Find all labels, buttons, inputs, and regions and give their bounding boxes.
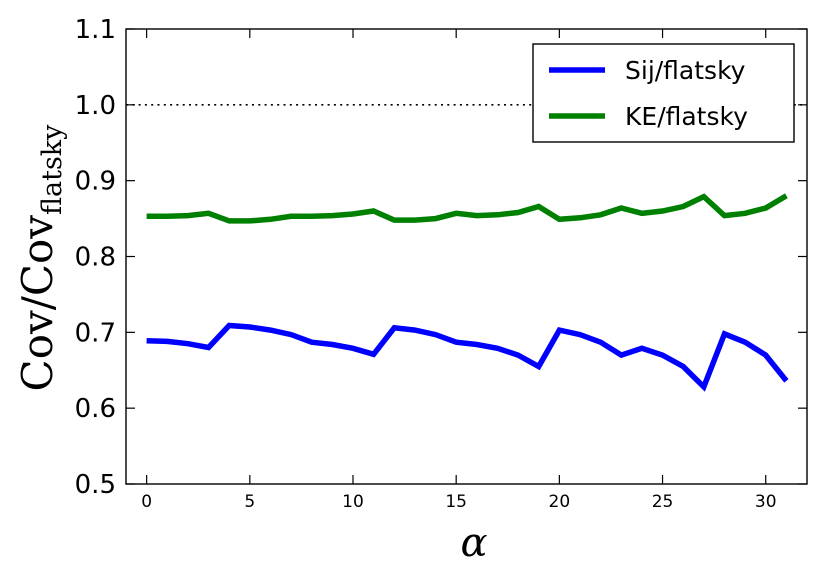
- x-tick-label: 20: [549, 492, 571, 512]
- y-tick-label: 1.1: [75, 15, 116, 45]
- series-layer: [146, 193, 789, 392]
- y-axis-label: Cov/Covflatsky: [13, 124, 68, 392]
- y-tick-label: 0.7: [75, 318, 116, 348]
- y-tick-label: 0.8: [75, 243, 116, 273]
- x-tick-label: 5: [244, 492, 255, 512]
- y-axis-label-group: Cov/Covflatsky: [13, 124, 68, 392]
- y-tick-label: 0.6: [75, 394, 116, 424]
- legend: Sij/flatsky KE/flatsky: [532, 43, 795, 143]
- x-tick-label: 30: [755, 492, 777, 512]
- x-tick-label: 0: [141, 492, 152, 512]
- series-line-1: [146, 322, 789, 392]
- legend-label-1: Sij/flatsky: [625, 56, 746, 85]
- x-tick-label: 25: [652, 492, 674, 512]
- plot-frame: [125, 28, 808, 485]
- y-tick-label: 0.5: [75, 470, 116, 500]
- legend-box: [532, 43, 795, 143]
- y-axis-label-subscript: flatsky: [37, 124, 68, 215]
- axes-frame: [125, 28, 808, 485]
- ticks-layer: 0 5 10 15 20 25 30 0.5 0.6 0.7 0.8 0.9 1.0 1.1: [75, 15, 807, 512]
- y-axis-label-main: Cov/Cov: [13, 215, 62, 392]
- x-tick-label: 15: [445, 492, 467, 512]
- y-tick-label: 1.0: [75, 91, 116, 121]
- axis-labels: α Cov/Covflatsky: [13, 124, 488, 566]
- legend-label-2: KE/flatsky: [625, 102, 748, 131]
- x-tick-label: 10: [342, 492, 364, 512]
- y-tick-label: 0.9: [75, 167, 116, 197]
- series-line-2: [146, 193, 788, 224]
- x-axis-label: α: [460, 520, 487, 566]
